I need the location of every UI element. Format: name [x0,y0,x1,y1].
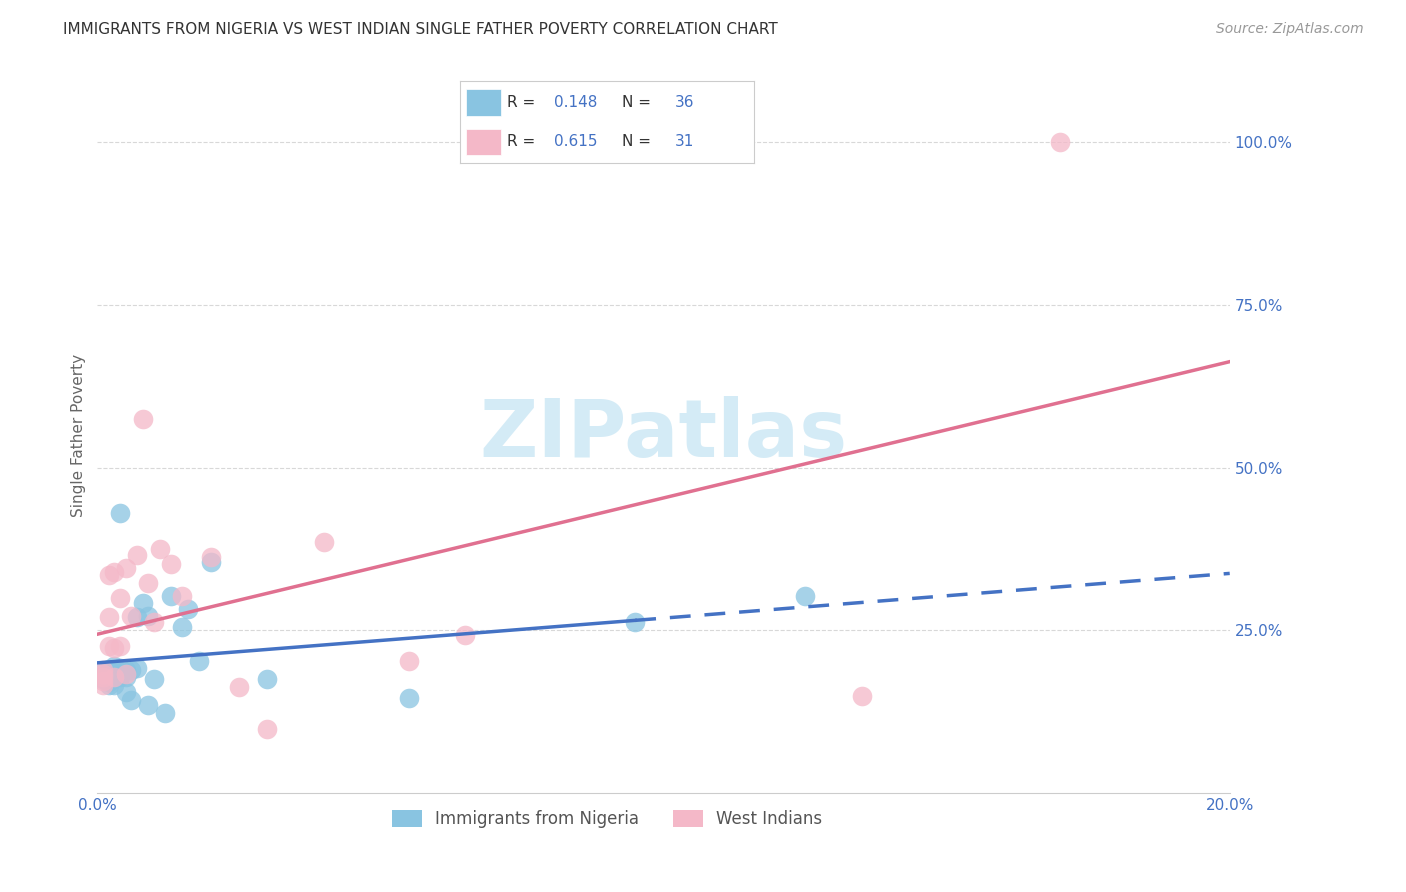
Point [256,722,278,736]
Point [149,541,172,556]
Point [312,535,335,549]
Point [97,567,120,582]
Point [143,615,166,630]
Point [125,610,148,624]
Point [454,628,477,642]
Point [103,664,125,678]
Point [143,672,166,686]
Point [398,654,420,668]
Point [97,610,120,624]
Point [108,591,131,605]
Point [200,555,222,569]
Point [114,664,136,678]
Point [120,693,142,707]
Point [398,691,420,706]
Point [103,670,125,684]
Point [131,596,153,610]
Point [114,685,136,699]
Point [125,661,148,675]
Point [103,658,125,673]
Point [108,670,131,684]
Point [131,411,153,425]
Point [91,672,114,686]
Point [108,661,131,675]
Legend: Immigrants from Nigeria, West Indians: Immigrants from Nigeria, West Indians [385,803,828,834]
Point [97,640,120,654]
Point [97,678,120,692]
Point [794,589,817,603]
Point [851,690,873,704]
Point [103,670,125,684]
Point [91,670,114,684]
Point [97,662,120,676]
Point [103,678,125,692]
Point [136,608,159,623]
Point [177,602,200,616]
Point [91,665,114,680]
Point [155,706,177,721]
Point [160,557,183,571]
Point [97,672,120,686]
Point [200,550,222,565]
Text: Source: ZipAtlas.com: Source: ZipAtlas.com [1216,22,1364,37]
Point [256,672,278,686]
Point [1049,136,1071,150]
Point [108,640,131,654]
Point [114,670,136,684]
Point [624,615,647,630]
Point [103,641,125,656]
Point [91,664,114,678]
Y-axis label: Single Father Poverty: Single Father Poverty [72,353,86,516]
Point [91,668,114,682]
Text: IMMIGRANTS FROM NIGERIA VS WEST INDIAN SINGLE FATHER POVERTY CORRELATION CHART: IMMIGRANTS FROM NIGERIA VS WEST INDIAN S… [63,22,778,37]
Point [188,654,211,668]
Text: ZIPatlas: ZIPatlas [479,396,848,474]
Point [91,667,114,681]
Point [97,675,120,690]
Point [172,589,194,603]
Point [103,565,125,579]
Point [136,698,159,712]
Point [114,561,136,575]
Point [97,665,120,680]
Point [172,620,194,634]
Point [120,664,142,678]
Point [136,576,159,591]
Point [160,589,183,603]
Point [91,673,114,688]
Point [114,667,136,681]
Point [228,681,250,695]
Point [108,506,131,520]
Point [91,678,114,692]
Point [120,608,142,623]
Point [125,549,148,563]
